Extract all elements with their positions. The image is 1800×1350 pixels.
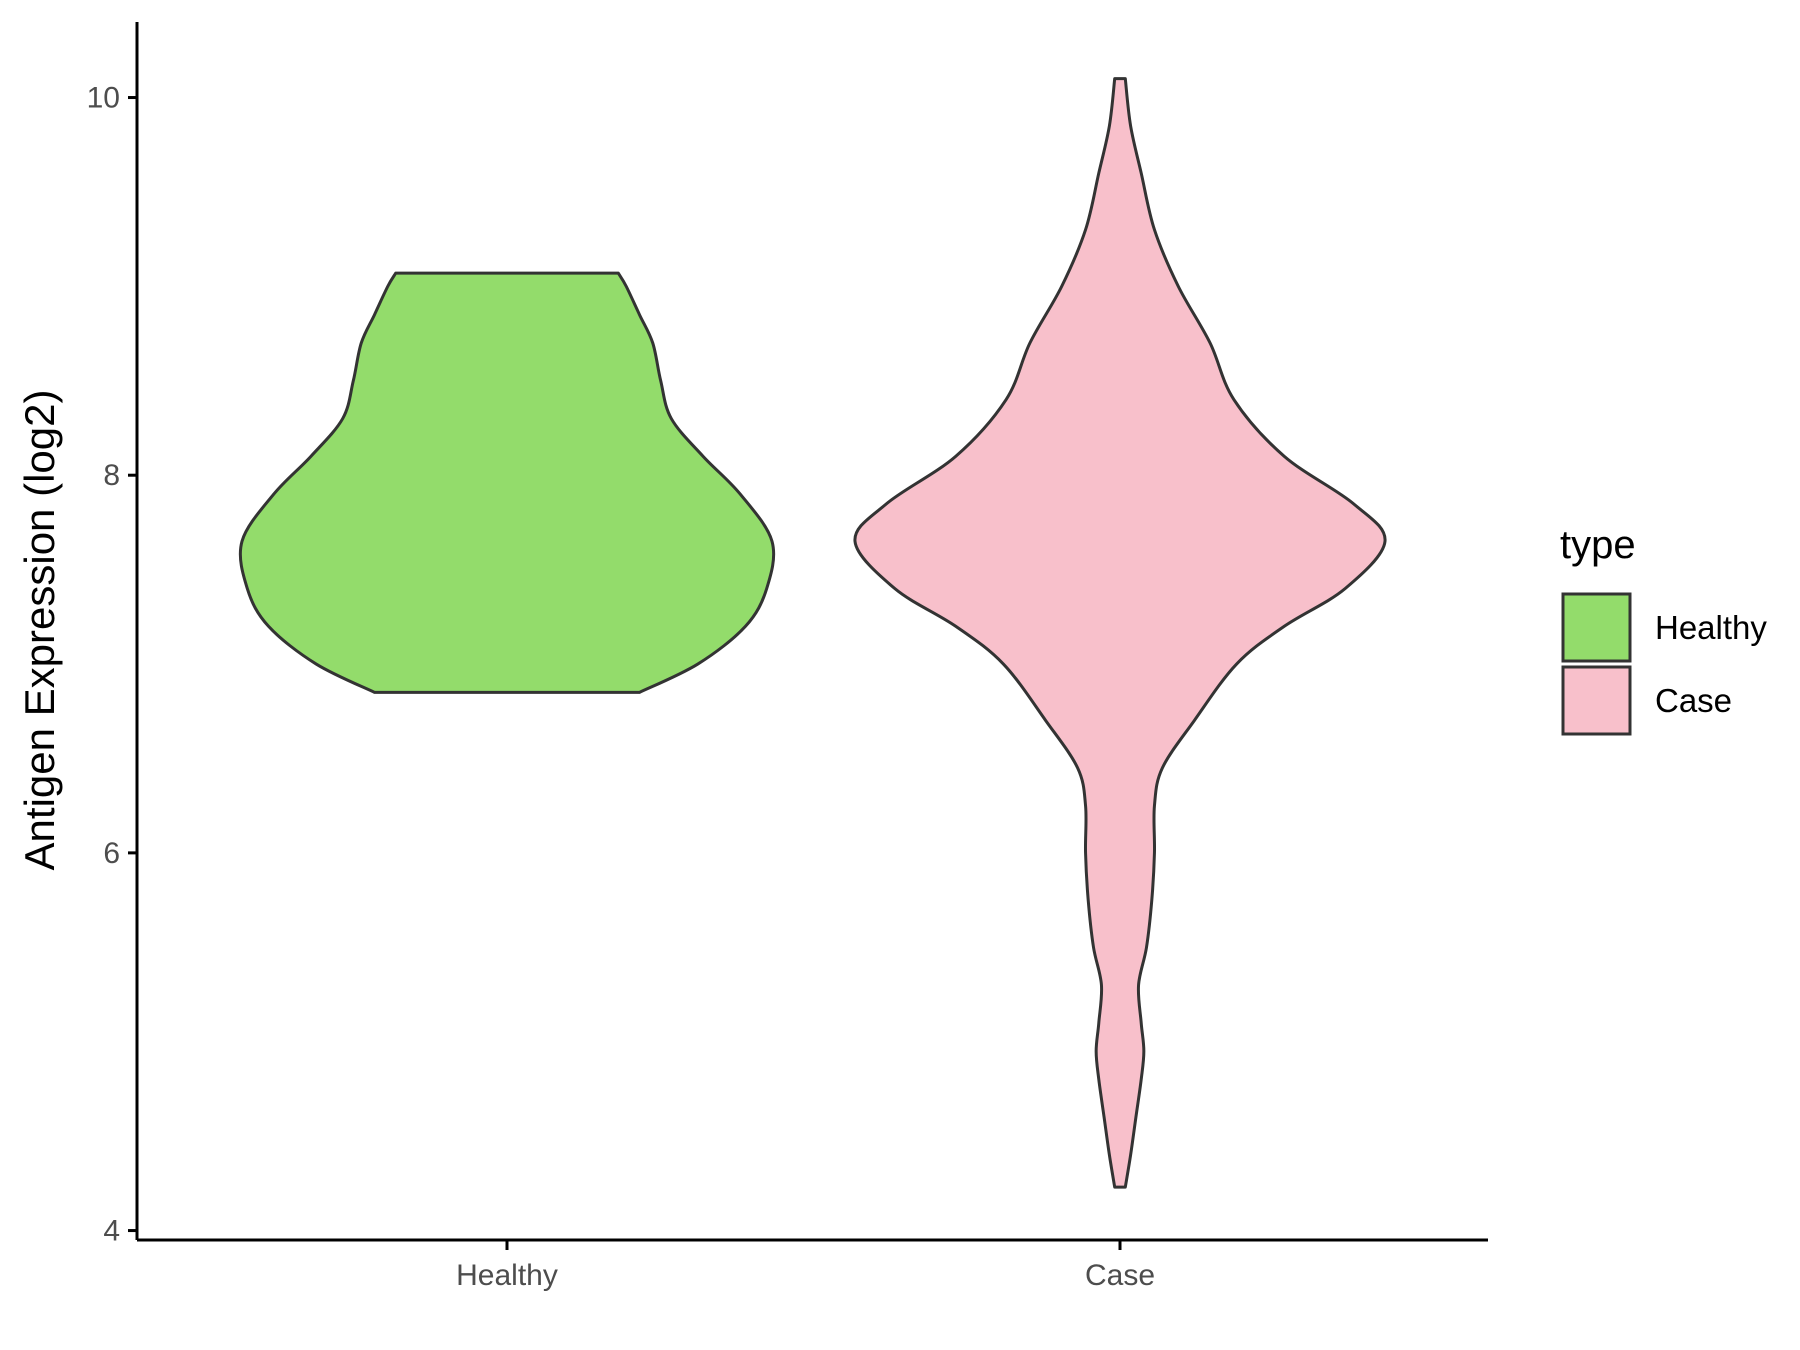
axes: 4 6 8 10 Healthy Case — [87, 22, 1488, 1292]
legend-key-case — [1561, 665, 1632, 736]
y-axis-title: Antigen Expression (log2) — [16, 390, 63, 871]
y-tick-label: 4 — [103, 1215, 120, 1248]
violin-healthy — [238, 271, 776, 694]
y-tick-label: 8 — [103, 459, 120, 492]
violin-case — [853, 77, 1387, 1189]
violin-layer — [238, 77, 1387, 1189]
legend-entries: Healthy Case — [1561, 592, 1767, 736]
legend-label-case: Case — [1655, 682, 1732, 719]
x-tick-label: Case — [1085, 1259, 1155, 1292]
legend-title: type — [1560, 523, 1636, 567]
y-axis-ticks: 4 6 8 10 — [87, 82, 137, 1248]
x-tick-label: Healthy — [456, 1259, 558, 1292]
x-axis-ticks: Healthy Case — [456, 1240, 1155, 1292]
legend-key-healthy — [1561, 592, 1632, 663]
y-tick-label: 10 — [87, 82, 120, 115]
y-tick-label: 6 — [103, 837, 120, 870]
legend: type Healthy Case — [1560, 523, 1767, 736]
legend-label-healthy: Healthy — [1655, 609, 1767, 646]
